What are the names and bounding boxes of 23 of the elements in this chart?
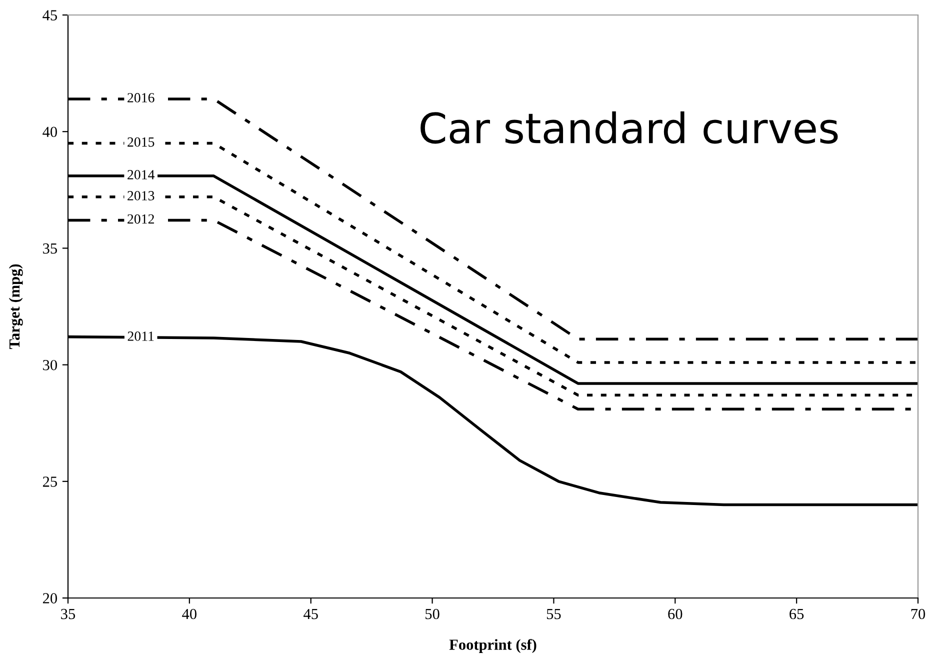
x-tick-label: 60 xyxy=(668,608,682,620)
series-label: 2011 xyxy=(128,332,154,341)
x-tick-label: 40 xyxy=(182,608,196,620)
x-tick-label: 65 xyxy=(790,608,804,620)
series-label: 2013 xyxy=(128,191,154,200)
y-tick-label: 40 xyxy=(42,126,57,138)
y-tick-label: 25 xyxy=(42,476,57,487)
series-label: 2014 xyxy=(128,170,155,180)
y-tick-label: 35 xyxy=(43,243,57,254)
x-axis-title: Footprint (sf) xyxy=(449,638,536,653)
x-tick-label: 50 xyxy=(426,608,440,620)
y-axis-title: Target (mpg) xyxy=(8,264,23,350)
series-label: 2016 xyxy=(128,93,154,102)
text: Car standard curves xyxy=(420,111,838,144)
x-tick-label: 45 xyxy=(304,608,318,620)
y-tick-label: 45 xyxy=(42,10,57,20)
y-tick-label: 30 xyxy=(43,360,57,370)
y-tick-label: 20 xyxy=(42,593,57,604)
x-tick-label: 55 xyxy=(546,609,561,620)
x-tick-label: 70 xyxy=(911,608,926,620)
x-tick-label: 35 xyxy=(61,608,76,620)
series-label: 2015 xyxy=(128,137,154,147)
series-label: 2012 xyxy=(128,214,154,224)
